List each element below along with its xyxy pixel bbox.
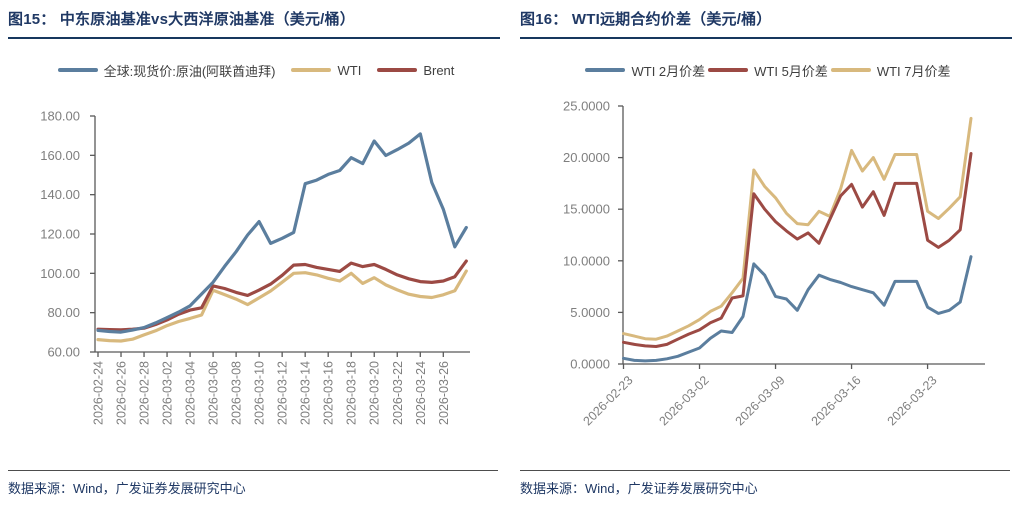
y-tick-label: 5.0000 — [570, 305, 610, 320]
x-tick-label: 2026-03-22 — [391, 361, 405, 425]
legend-swatch-wti-2m-line — [585, 68, 626, 72]
figure-15-legend: 全球:现货价:原油(阿联酋迪拜) WTI Brent — [4, 58, 508, 82]
y-tick-label: 80.00 — [47, 305, 80, 320]
x-tick-label: 2026-03-02 — [161, 361, 175, 425]
x-tick-label: 2026-03-10 — [253, 361, 267, 425]
legend-swatch-wti-7m-line — [830, 68, 871, 72]
series-line — [622, 255, 973, 363]
series-line — [622, 116, 973, 341]
x-tick-label: 2026-03-04 — [184, 361, 198, 425]
legend-swatch-dubai-line — [57, 68, 98, 72]
x-tick-label: 2026-03-14 — [299, 361, 313, 425]
legend-swatch-brent-line — [377, 68, 418, 72]
y-tick-label: 15.0000 — [563, 202, 610, 217]
legend-swatch-wti-5m-line — [708, 68, 749, 72]
x-tick-label: 2026-03-09 — [733, 373, 788, 428]
x-tick-label: 2026-03-26 — [437, 361, 451, 425]
y-tick-label: 25.0000 — [563, 99, 610, 114]
legend-label: 全球:现货价:原油(阿联酋迪拜) — [103, 63, 276, 79]
figure-15-panel: 图15： 中东原油基准vs大西洋原油基准（美元/桶） 全球:现货价:原油(阿联酋… — [4, 8, 508, 497]
y-tick-label: 120.00 — [40, 227, 80, 242]
series-line — [96, 132, 468, 334]
x-tick-label: 2026-03-23 — [885, 373, 940, 428]
x-tick-label: 2026-02-28 — [138, 361, 152, 425]
x-tick-label: 2026-03-12 — [276, 361, 290, 425]
x-tick-label: 2026-03-16 — [322, 361, 336, 425]
y-tick-label: 180.00 — [40, 109, 80, 124]
y-tick-label: 100.00 — [40, 266, 80, 281]
x-tick-label: 2026-02-23 — [581, 373, 636, 428]
figure-15-line-chart: 60.00 80.00 100.00 120.00 140.00 160.00 180.00… — [40, 109, 470, 425]
x-tick-label: 2026-03-24 — [414, 361, 428, 425]
y-tick-label: 0.0000 — [570, 357, 610, 372]
figure-16-legend: WTI 2月价差 WTI 5月价差 WTI 7月价差 — [516, 58, 1020, 82]
y-tick-label: 160.00 — [40, 148, 80, 163]
x-tick-label: 2026-03-08 — [230, 361, 244, 425]
x-tick-label: 2026-02-26 — [115, 361, 129, 425]
legend-item: WTI — [291, 63, 361, 78]
x-tick-label: 2026-03-16 — [809, 373, 864, 428]
x-tick-label: 2026-03-06 — [207, 361, 221, 425]
y-tick-label: 10.0000 — [563, 253, 610, 268]
figure-16-title: 图16： WTI远期合约价差（美元/桶） — [520, 8, 1012, 39]
legend-item: WTI 2月价差 — [585, 61, 705, 80]
figure-16-panel: 图16： WTI远期合约价差（美元/桶） WTI 2月价差 WTI 5月价差 W… — [512, 0, 1024, 508]
source-text: 数据来源：Wind，广发证券发展研究中心 — [520, 481, 758, 496]
legend-label: WTI 7月价差 — [876, 63, 951, 79]
x-tick-label: 2026-03-20 — [368, 361, 382, 425]
figure-16-line-chart: 0.0000 5.0000 10.0000 15.0000 20.0000 25.0000… — [563, 99, 985, 428]
legend-item: WTI 7月价差 — [830, 61, 951, 80]
legend-swatch-wti-line — [291, 68, 332, 72]
source-text: 数据来源：Wind，广发证券发展研究中心 — [8, 481, 246, 496]
y-tick-label: 60.00 — [47, 345, 80, 360]
legend-label: WTI 5月价差 — [754, 63, 828, 79]
legend-item: 全球:现货价:原油(阿联酋迪拜) — [57, 61, 276, 80]
y-tick-label: 20.0000 — [563, 150, 610, 165]
legend-item: Brent — [377, 63, 454, 78]
legend-item: WTI 5月价差 — [708, 61, 828, 80]
series-line — [96, 269, 468, 343]
legend-label: WTI 2月价差 — [631, 63, 706, 79]
figure-15-title: 图15： 中东原油基准vs大西洋原油基准（美元/桶） — [8, 8, 500, 39]
series-line — [96, 259, 468, 332]
series-line — [622, 152, 973, 348]
x-tick-label: 2026-03-18 — [345, 361, 359, 425]
y-tick-label: 140.00 — [40, 187, 80, 202]
legend-label: Brent — [423, 62, 455, 78]
x-tick-label: 2026-02-24 — [92, 361, 106, 425]
x-tick-label: 2026-03-02 — [657, 373, 712, 428]
figure-15-source-note: 数据来源：Wind，广发证券发展研究中心 — [8, 470, 498, 497]
figure-16-source-note: 数据来源：Wind，广发证券发展研究中心 — [520, 470, 1010, 497]
legend-label: WTI — [337, 62, 362, 78]
